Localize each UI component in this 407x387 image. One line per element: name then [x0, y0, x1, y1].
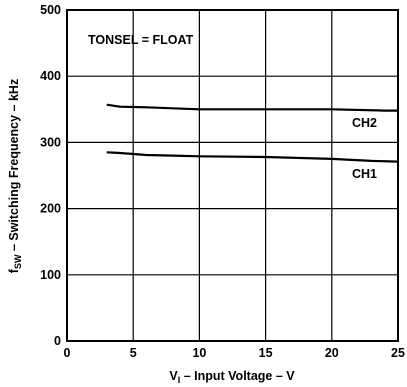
series-label-ch2: CH2 [352, 116, 377, 130]
series-line-ch1 [106, 151, 399, 163]
grid [67, 10, 398, 341]
x-tick-labels: 0 5 10 15 20 25 [64, 346, 405, 360]
plot-frame [66, 9, 399, 342]
x-tick-label: 5 [130, 346, 137, 360]
y-tick-label: 300 [40, 135, 61, 149]
x-axis-label-rest: – Input Voltage – V [180, 369, 295, 383]
y-axis-label-main: f [7, 268, 21, 273]
annotation: TONSEL = FLOAT [88, 33, 194, 47]
y-tick-labels: 0 100 200 300 400 500 [40, 3, 61, 348]
x-tick-label: 25 [391, 346, 405, 360]
y-tick-label: 500 [40, 3, 61, 17]
y-tick-label: 0 [54, 334, 61, 348]
series-line-ch2 [106, 103, 398, 112]
x-axis-label: VI – Input Voltage – V [169, 369, 295, 385]
y-tick-label: 100 [40, 268, 61, 282]
series-label-ch1: CH1 [352, 167, 377, 181]
y-tick-label: 400 [40, 69, 61, 83]
y-axis-label-sub: SW [13, 254, 23, 269]
y-axis-label: fSW – Switching Frequency – kHz [7, 79, 23, 273]
y-axis-label-rest: – Switching Frequency – kHz [7, 79, 21, 255]
y-tick-label: 200 [40, 202, 61, 216]
x-tick-label: 0 [64, 346, 71, 360]
series-group [106, 103, 399, 163]
x-tick-label: 10 [192, 346, 206, 360]
x-tick-label: 20 [325, 346, 339, 360]
x-axis-label-sub: I [178, 375, 181, 385]
x-axis-label-main: V [169, 369, 178, 383]
x-tick-label: 15 [259, 346, 273, 360]
